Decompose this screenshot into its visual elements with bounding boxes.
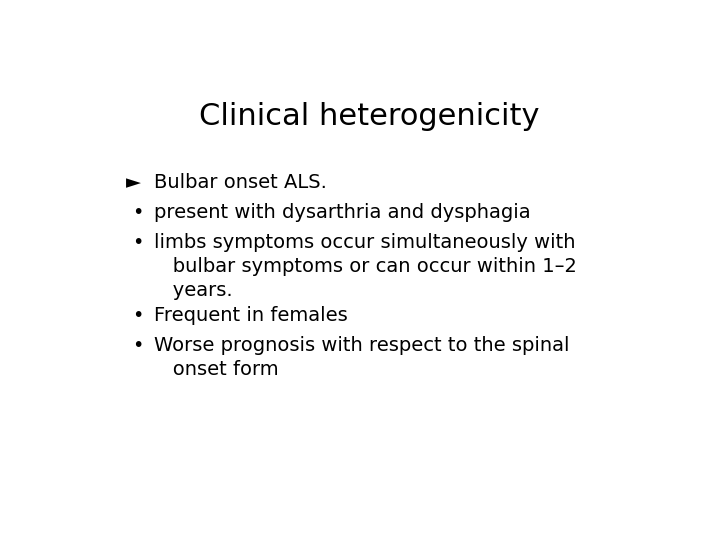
Text: Clinical heterogenicity: Clinical heterogenicity xyxy=(199,102,539,131)
Text: Bulbar onset ALS.: Bulbar onset ALS. xyxy=(154,173,327,192)
Text: present with dysarthria and dysphagia: present with dysarthria and dysphagia xyxy=(154,203,531,222)
Text: •: • xyxy=(132,233,143,252)
Text: limbs symptoms occur simultaneously with
   bulbar symptoms or can occur within : limbs symptoms occur simultaneously with… xyxy=(154,233,577,300)
Text: ►: ► xyxy=(126,173,141,192)
Text: •: • xyxy=(132,336,143,355)
Text: Worse prognosis with respect to the spinal
   onset form: Worse prognosis with respect to the spin… xyxy=(154,336,570,379)
Text: •: • xyxy=(132,203,143,222)
Text: Frequent in females: Frequent in females xyxy=(154,306,348,325)
Text: •: • xyxy=(132,306,143,325)
